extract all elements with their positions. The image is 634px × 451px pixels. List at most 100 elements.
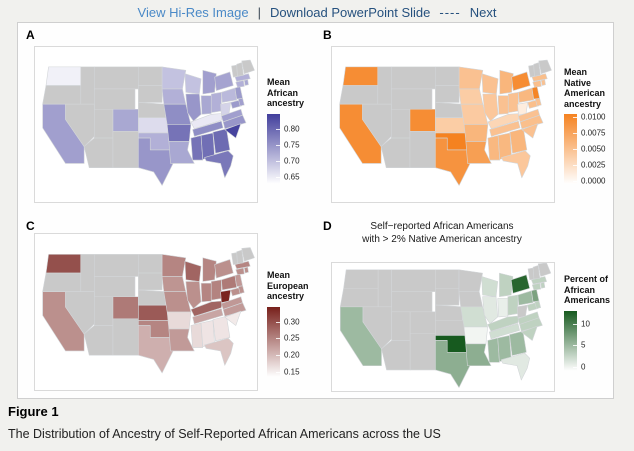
state-nj — [234, 86, 243, 100]
state-wa — [45, 66, 82, 86]
state-mi — [499, 69, 514, 95]
state-tn — [489, 323, 520, 340]
legend-tick-label: 0.75 — [284, 140, 300, 150]
legend-tick-label: 5 — [581, 340, 586, 350]
us-map-svg — [339, 263, 552, 388]
next-link[interactable]: Next — [469, 5, 497, 20]
state-ms — [487, 135, 501, 161]
state-nv — [362, 103, 392, 147]
panel-a-label: A — [26, 28, 35, 42]
state-mt — [94, 254, 139, 277]
pipe-separator: | — [257, 5, 261, 20]
state-nj — [531, 86, 540, 100]
legend-tick-label: 0.80 — [284, 124, 300, 134]
state-me — [538, 59, 552, 74]
state-il — [185, 93, 202, 122]
state-ut — [391, 311, 411, 341]
state-ga — [509, 330, 527, 356]
state-ia — [458, 88, 484, 105]
panel-d-title-line1: Self−reported African Americans — [370, 221, 514, 232]
view-hires-link[interactable]: View Hi-Res Image — [137, 5, 249, 20]
legend-gradient-bar — [267, 113, 280, 184]
choropleth-map-native-american-ancestry — [331, 46, 555, 203]
state-sd — [138, 272, 163, 291]
state-ms — [487, 337, 500, 363]
panel-d-label: D — [323, 219, 332, 233]
state-nc — [222, 114, 247, 130]
legend-african-ancestry: Mean African ancestry 0.80 0.75 0.70 0.65 — [267, 77, 314, 184]
state-ks — [435, 319, 467, 336]
state-mi — [202, 257, 217, 282]
legend-tick-label: 0.0000 — [581, 176, 606, 186]
state-ut — [391, 108, 411, 139]
state-la — [168, 141, 195, 164]
legend-tick-label: 0.20 — [284, 350, 300, 360]
legend-european-ancestry: Mean European ancestry 0.30 0.25 0.20 0.15 — [267, 270, 314, 377]
legend-tick-mark — [276, 371, 280, 373]
state-ri — [243, 79, 249, 86]
state-ri — [540, 79, 546, 86]
legend-tick-label: 0.25 — [284, 333, 300, 343]
state-pa — [221, 87, 237, 103]
legend-gradient-bar — [564, 114, 577, 184]
legend-tick-mark — [276, 145, 280, 147]
legend-tick-mark — [276, 161, 280, 163]
state-wy — [391, 291, 433, 313]
state-co — [409, 311, 436, 335]
legend-title-line: Mean — [267, 77, 291, 87]
state-pa — [517, 290, 534, 306]
state-id — [80, 254, 95, 292]
state-nc — [519, 317, 543, 332]
state-nh — [236, 62, 244, 77]
state-la — [465, 141, 492, 164]
legend-tick-mark — [573, 133, 577, 135]
download-ppt-link[interactable]: Download PowerPoint Slide — [269, 5, 431, 20]
state-ne — [435, 102, 463, 119]
state-tn — [489, 120, 521, 137]
state-oh — [210, 279, 222, 301]
state-nv — [65, 291, 95, 335]
state-nj — [234, 273, 243, 287]
state-pa — [518, 87, 534, 103]
state-ar — [463, 326, 488, 345]
state-mt — [94, 66, 139, 90]
state-me — [241, 247, 255, 262]
state-ms — [190, 322, 204, 348]
state-mt — [391, 269, 436, 292]
legend-title-line: African — [564, 284, 596, 295]
legend-tick-mark — [276, 177, 280, 179]
state-ne — [138, 289, 166, 306]
state-in — [497, 298, 509, 318]
state-ct — [235, 267, 245, 276]
state-nh — [532, 265, 541, 280]
state-nv — [362, 306, 392, 350]
state-ga — [212, 128, 231, 154]
legend-tick-mark — [276, 354, 280, 356]
choropleth-map-percent-native-ancestry — [331, 262, 555, 392]
state-nc — [519, 114, 544, 130]
state-ne — [138, 102, 166, 119]
legend-tick-label: 0.70 — [284, 156, 300, 166]
state-sd — [435, 85, 460, 103]
state-wy — [94, 276, 136, 298]
state-or — [339, 287, 379, 308]
state-ks — [138, 304, 170, 321]
panel-c: C Mean European ancestry 0.30 0.25 0.20 0.15 — [18, 210, 315, 397]
legend-gradient-bar — [564, 310, 577, 371]
legend-tick-mark — [573, 323, 577, 325]
state-sc — [224, 310, 242, 326]
state-me — [241, 59, 255, 74]
state-mi — [202, 69, 217, 95]
state-ny — [214, 71, 234, 91]
choropleth-map-african-ancestry — [34, 46, 258, 203]
state-or — [42, 85, 82, 105]
panel-b: B Mean Native American ancestry 0.0100 0.0075… — [315, 23, 612, 210]
state-sc — [521, 123, 539, 139]
state-ia — [161, 88, 187, 105]
state-ma — [234, 73, 251, 82]
legend-tick-mark — [573, 165, 577, 167]
state-co — [112, 296, 139, 320]
state-sd — [138, 85, 163, 103]
legend-tick-label: 0 — [581, 362, 586, 372]
